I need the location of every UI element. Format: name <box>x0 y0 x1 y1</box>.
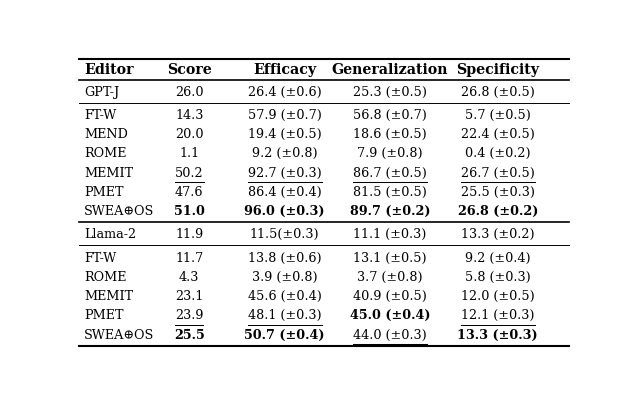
Text: 14.3: 14.3 <box>175 109 204 122</box>
Text: 5.7 (±0.5): 5.7 (±0.5) <box>465 109 531 122</box>
Text: 47.6: 47.6 <box>175 186 204 199</box>
Text: 3.9 (±0.8): 3.9 (±0.8) <box>252 271 317 284</box>
Text: 25.5 (±0.3): 25.5 (±0.3) <box>461 186 535 199</box>
Text: 3.7 (±0.8): 3.7 (±0.8) <box>357 271 423 284</box>
Text: FT-W: FT-W <box>84 252 116 265</box>
Text: MEMIT: MEMIT <box>84 290 133 303</box>
Text: Generalization: Generalization <box>332 63 448 77</box>
Text: 23.1: 23.1 <box>175 290 204 303</box>
Text: 11.5(±0.3): 11.5(±0.3) <box>250 228 320 241</box>
Text: Editor: Editor <box>84 63 133 77</box>
Text: 0.4 (±0.2): 0.4 (±0.2) <box>465 147 531 160</box>
Text: 13.3 (±0.2): 13.3 (±0.2) <box>461 228 535 241</box>
Text: 13.8 (±0.6): 13.8 (±0.6) <box>248 252 322 265</box>
Text: SWEA⊕OS: SWEA⊕OS <box>84 329 154 342</box>
Text: 7.9 (±0.8): 7.9 (±0.8) <box>357 147 423 160</box>
Text: 12.1 (±0.3): 12.1 (±0.3) <box>461 309 535 322</box>
Text: 13.1 (±0.5): 13.1 (±0.5) <box>353 252 427 265</box>
Text: 26.8 (±0.5): 26.8 (±0.5) <box>461 86 535 99</box>
Text: ROME: ROME <box>84 147 126 160</box>
Text: PMET: PMET <box>84 309 123 322</box>
Text: 12.0 (±0.5): 12.0 (±0.5) <box>461 290 535 303</box>
Text: 9.2 (±0.8): 9.2 (±0.8) <box>252 147 317 160</box>
Text: 56.8 (±0.7): 56.8 (±0.7) <box>353 109 427 122</box>
Text: 89.7 (±0.2): 89.7 (±0.2) <box>349 205 430 218</box>
Text: FT-W: FT-W <box>84 109 116 122</box>
Text: SWEA⊕OS: SWEA⊕OS <box>84 205 154 218</box>
Text: 26.7 (±0.5): 26.7 (±0.5) <box>461 167 535 180</box>
Text: Llama-2: Llama-2 <box>84 228 136 241</box>
Text: 26.0: 26.0 <box>175 86 204 99</box>
Text: 81.5 (±0.5): 81.5 (±0.5) <box>353 186 427 199</box>
Text: 86.4 (±0.4): 86.4 (±0.4) <box>248 186 322 199</box>
Text: 1.1: 1.1 <box>179 147 199 160</box>
Text: Specificity: Specificity <box>456 63 539 77</box>
Text: 45.0 (±0.4): 45.0 (±0.4) <box>349 309 430 322</box>
Text: 51.0: 51.0 <box>174 205 205 218</box>
Text: 50.2: 50.2 <box>175 167 204 180</box>
Text: MEND: MEND <box>84 128 128 141</box>
Text: MEMIT: MEMIT <box>84 167 133 180</box>
Text: 4.3: 4.3 <box>179 271 199 284</box>
Text: 20.0: 20.0 <box>175 128 204 141</box>
Text: 11.9: 11.9 <box>175 228 204 241</box>
Text: 50.7 (±0.4): 50.7 (±0.4) <box>245 329 325 342</box>
Text: Efficacy: Efficacy <box>253 63 316 77</box>
Text: 45.6 (±0.4): 45.6 (±0.4) <box>248 290 322 303</box>
Text: 5.8 (±0.3): 5.8 (±0.3) <box>465 271 531 284</box>
Text: 92.7 (±0.3): 92.7 (±0.3) <box>248 167 322 180</box>
Text: 25.3 (±0.5): 25.3 (±0.5) <box>353 86 427 99</box>
Text: 11.1 (±0.3): 11.1 (±0.3) <box>353 228 427 241</box>
Text: 9.2 (±0.4): 9.2 (±0.4) <box>465 252 531 265</box>
Text: 86.7 (±0.5): 86.7 (±0.5) <box>353 167 427 180</box>
Text: 40.9 (±0.5): 40.9 (±0.5) <box>353 290 427 303</box>
Text: 96.0 (±0.3): 96.0 (±0.3) <box>245 205 325 218</box>
Text: ROME: ROME <box>84 271 126 284</box>
Text: 23.9: 23.9 <box>175 309 204 322</box>
Text: 26.4 (±0.6): 26.4 (±0.6) <box>248 86 322 99</box>
Text: 57.9 (±0.7): 57.9 (±0.7) <box>248 109 322 122</box>
Text: 18.6 (±0.5): 18.6 (±0.5) <box>353 128 427 141</box>
Text: 11.7: 11.7 <box>175 252 204 265</box>
Text: 13.3 (±0.3): 13.3 (±0.3) <box>458 329 538 342</box>
Text: 19.4 (±0.5): 19.4 (±0.5) <box>248 128 322 141</box>
Text: GPT-J: GPT-J <box>84 86 119 99</box>
Text: PMET: PMET <box>84 186 123 199</box>
Text: 48.1 (±0.3): 48.1 (±0.3) <box>248 309 322 322</box>
Text: 22.4 (±0.5): 22.4 (±0.5) <box>461 128 535 141</box>
Text: 25.5: 25.5 <box>174 329 205 342</box>
Text: 44.0 (±0.3): 44.0 (±0.3) <box>353 329 427 342</box>
Text: Score: Score <box>167 63 212 77</box>
Text: 26.8 (±0.2): 26.8 (±0.2) <box>458 205 538 218</box>
